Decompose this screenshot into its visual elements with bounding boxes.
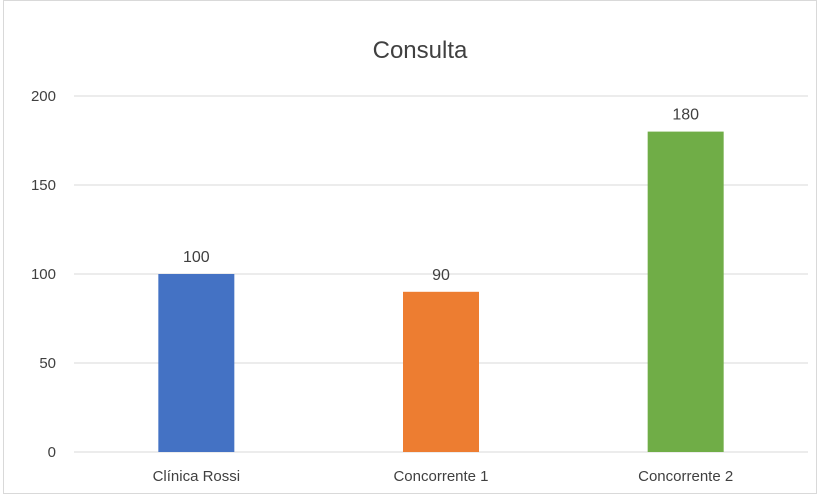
y-axis-ticks: 0 50 100 150 200 [31,88,56,461]
x-axis-categories: Clínica Rossi Concorrente 1 Concorrente 2 [153,468,734,485]
data-labels: 100 90 180 [183,107,699,284]
chart-title: Consulta [373,37,468,64]
y-tick-label: 50 [39,355,56,372]
y-tick-label: 0 [48,444,56,461]
category-label: Concorrente 2 [638,468,733,485]
y-tick-label: 100 [31,266,56,283]
category-label: Clínica Rossi [153,468,241,485]
y-tick-label: 150 [31,177,56,194]
y-tick-label: 200 [31,88,56,105]
bar [647,131,724,452]
data-label: 100 [183,249,210,266]
bar [158,274,235,452]
bar [403,291,479,452]
data-label: 180 [672,107,699,124]
data-label: 90 [432,267,450,284]
category-label: Concorrente 1 [393,468,488,485]
bars [158,131,724,452]
